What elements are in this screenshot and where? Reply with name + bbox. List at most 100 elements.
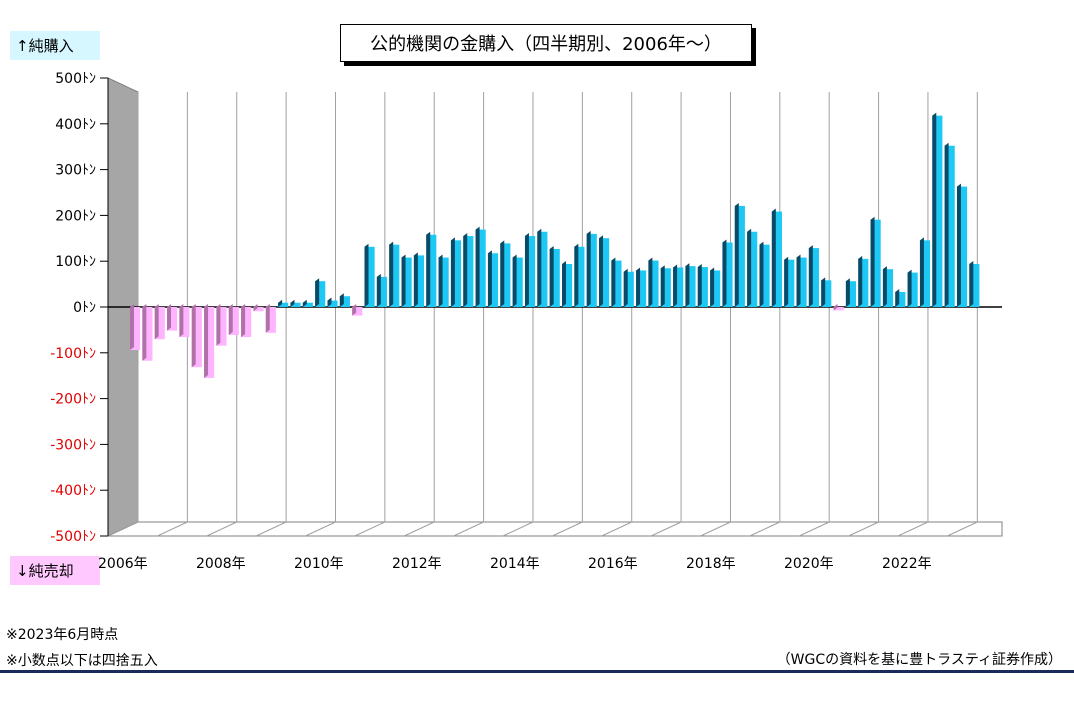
bar-side (130, 304, 134, 350)
bar (228, 307, 239, 335)
bar (339, 296, 350, 307)
bar-side (241, 304, 246, 338)
bar (142, 307, 153, 361)
y-tick-label: -200ﾄﾝ (50, 392, 96, 408)
bar (167, 307, 178, 331)
y-tick-label: -300ﾄﾝ (50, 437, 96, 453)
gridline-floor (947, 521, 978, 537)
bar (265, 307, 276, 333)
y-tick-label: 200ﾄﾝ (55, 208, 96, 224)
bar-side (759, 241, 764, 307)
bar (191, 307, 202, 368)
bar (302, 302, 313, 307)
bar-side (339, 293, 344, 307)
gridline-floor (798, 521, 830, 537)
bar-side (315, 278, 320, 307)
bar-side (327, 297, 332, 307)
bar (549, 248, 560, 307)
gridline-floor (453, 521, 484, 537)
bar (179, 307, 190, 338)
bar (352, 307, 363, 316)
bar (784, 259, 795, 307)
net-sale-label: ↓純売却 (10, 556, 100, 585)
bar-side (426, 231, 431, 307)
gridline-floor (404, 521, 435, 537)
bar (796, 257, 807, 307)
bar-side (216, 304, 221, 346)
bar-side (253, 304, 258, 312)
bar (463, 236, 474, 307)
bar (821, 280, 832, 307)
bar (524, 236, 536, 307)
y-tick-label: 400ﾄﾝ (55, 117, 96, 133)
bar (956, 186, 968, 307)
bar (389, 244, 400, 307)
bar (845, 281, 857, 307)
bar-side (290, 299, 295, 307)
bar (562, 264, 573, 307)
bar (907, 272, 918, 307)
chart-title: 公的機関の金購入（四半期別、2006年〜） (340, 24, 752, 62)
bar-side (870, 216, 875, 307)
floor (107, 521, 1003, 537)
bar-side (228, 304, 233, 335)
bar-side (204, 304, 209, 378)
bar-side (475, 226, 480, 307)
bar (759, 244, 770, 307)
bar (932, 115, 943, 308)
bar-side (697, 264, 702, 307)
bar (130, 307, 141, 350)
bar-side (907, 269, 912, 307)
bar-side (167, 304, 172, 331)
bar (870, 219, 881, 307)
bar-side (648, 257, 653, 307)
bar (450, 240, 462, 307)
bar-side (956, 183, 961, 307)
bar-side (389, 241, 394, 307)
bar-side (512, 254, 517, 307)
bar-side (574, 243, 579, 307)
bar (290, 302, 301, 307)
bar-side (549, 245, 554, 307)
bar (919, 240, 931, 307)
bar-side (142, 304, 147, 361)
bar (771, 211, 782, 307)
bar (636, 270, 647, 307)
gridline-floor (157, 521, 188, 537)
bar-side (413, 252, 418, 307)
bar (586, 233, 597, 307)
bar (364, 246, 375, 307)
gridline-floor (601, 521, 632, 537)
bar-side (352, 304, 357, 316)
bar (858, 258, 869, 307)
gridline-floor (255, 521, 287, 537)
bar-side (623, 268, 628, 307)
bar-side (845, 278, 850, 307)
bar (315, 281, 326, 307)
gridline-floor (749, 521, 781, 537)
bar-side (364, 243, 369, 307)
bar (537, 231, 548, 307)
bar (944, 145, 955, 307)
bar (673, 267, 684, 307)
bar-side (944, 142, 949, 307)
x-tick-label: 2006年 (98, 556, 148, 572)
bar-side (401, 254, 406, 307)
bar-side (882, 266, 887, 307)
bar-side (932, 112, 937, 308)
y-tick-label: 500ﾄﾝ (55, 71, 96, 87)
x-tick-label: 2008年 (196, 556, 246, 572)
bar-side (500, 240, 505, 307)
bar-side (734, 202, 739, 307)
bar (623, 271, 634, 307)
bar-side (302, 299, 307, 307)
bar-side (710, 267, 715, 307)
bar (438, 257, 449, 307)
x-tick-label: 2016年 (588, 556, 638, 572)
bar (278, 302, 289, 307)
bar (487, 253, 499, 307)
bar (500, 243, 511, 307)
bar (747, 231, 758, 307)
gridline-floor (305, 521, 336, 537)
bar-side (450, 237, 455, 307)
